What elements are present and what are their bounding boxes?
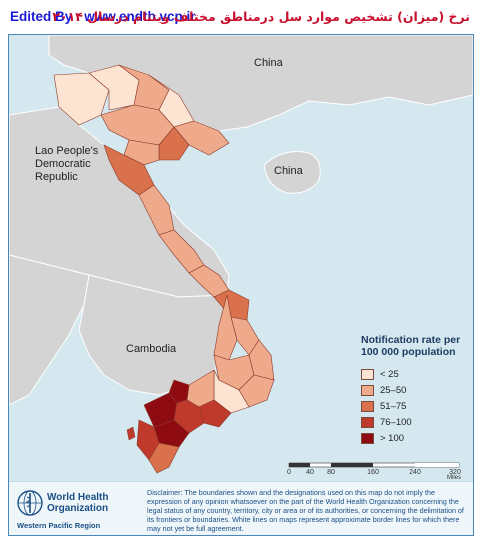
china-land [48, 35, 473, 132]
legend-title-line2: 100 000 population [361, 346, 456, 358]
edited-by-label: Edited By : www.endtb.vcp.ir [10, 9, 196, 24]
scale-tick-0: 0 [287, 469, 291, 476]
label-lao-line1: Lao People's [35, 145, 99, 157]
legend-item-3: 51–75 [361, 398, 471, 414]
province-mekong-5 [148, 442, 180, 474]
phu-quoc-island [126, 426, 136, 441]
map-canvas [9, 35, 473, 474]
legend-item-1: < 25 [361, 366, 471, 382]
header: Edited By : www.endtb.vcp.ir نرخ (میزان)… [0, 0, 480, 36]
label-china-hainan: China [274, 165, 303, 177]
who-org-name-line2: Organization [47, 503, 109, 514]
legend-swatch-1 [361, 368, 374, 380]
scale-tick-320: 320 [449, 469, 461, 476]
legend-title-line1: Notification rate per [361, 334, 461, 346]
legend-swatch-5 [361, 432, 374, 444]
legend: Notification rate per 100 000 population… [361, 334, 471, 446]
scale-tick-240: 240 [409, 469, 421, 476]
disclaimer-text: Disclaimer: The boundaries shown and the… [147, 488, 464, 533]
thailand-land [9, 254, 90, 406]
hainan-island [263, 151, 321, 194]
legend-title: Notification rate per 100 000 population [361, 334, 471, 358]
legend-item-4: 76–100 [361, 414, 471, 430]
legend-label-3: 51–75 [380, 400, 407, 412]
label-cambodia: Cambodia [126, 343, 177, 355]
label-china-north: China [254, 57, 283, 69]
legend-swatch-3 [361, 400, 374, 412]
scale-tick-80: 80 [327, 469, 335, 476]
map-frame: China China Lao People's Democratic Repu… [8, 34, 474, 536]
legend-label-4: 76–100 [380, 416, 412, 428]
footer: World Health Organization Western Pacifi… [9, 481, 473, 535]
province-south-coast-1 [248, 339, 275, 381]
legend-item-2: 25–50 [361, 382, 471, 398]
legend-swatch-2 [361, 384, 374, 396]
scale-bar-graphic [288, 462, 460, 468]
who-org-name-line1: World Health [47, 492, 109, 503]
legend-item-5: > 100 [361, 430, 471, 446]
label-lao-line2: Democratic [35, 158, 91, 170]
scale-tick-40: 40 [306, 469, 314, 476]
label-lao-line3: Republic [35, 171, 78, 183]
legend-label-2: 25–50 [380, 384, 407, 396]
scale-tick-160: 160 [367, 469, 379, 476]
scale-bar: 0 40 80 160 240 320 Miles [287, 458, 463, 481]
map-title-persian: نرخ (میزان) تشخیص موارد سل درمناطق مختلف… [52, 9, 470, 24]
legend-swatch-4 [361, 416, 374, 428]
who-org-name: World Health Organization [47, 492, 139, 514]
province-hanoi [123, 139, 160, 166]
vietnam-provinces [53, 64, 275, 474]
legend-label-1: < 25 [380, 368, 399, 380]
who-region: Western Pacific Region [17, 521, 101, 530]
who-emblem-icon [17, 490, 43, 516]
label-lao: Lao People's Democratic Republic [35, 145, 98, 184]
scale-unit: Miles [447, 475, 462, 481]
legend-label-5: > 100 [380, 432, 405, 444]
